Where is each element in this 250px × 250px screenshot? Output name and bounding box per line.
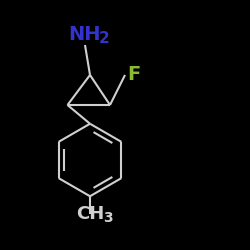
Text: CH: CH xyxy=(76,205,104,223)
Text: 3: 3 xyxy=(103,211,112,225)
Text: 2: 2 xyxy=(98,31,109,46)
Text: NH: NH xyxy=(69,25,101,44)
Text: F: F xyxy=(128,66,141,84)
